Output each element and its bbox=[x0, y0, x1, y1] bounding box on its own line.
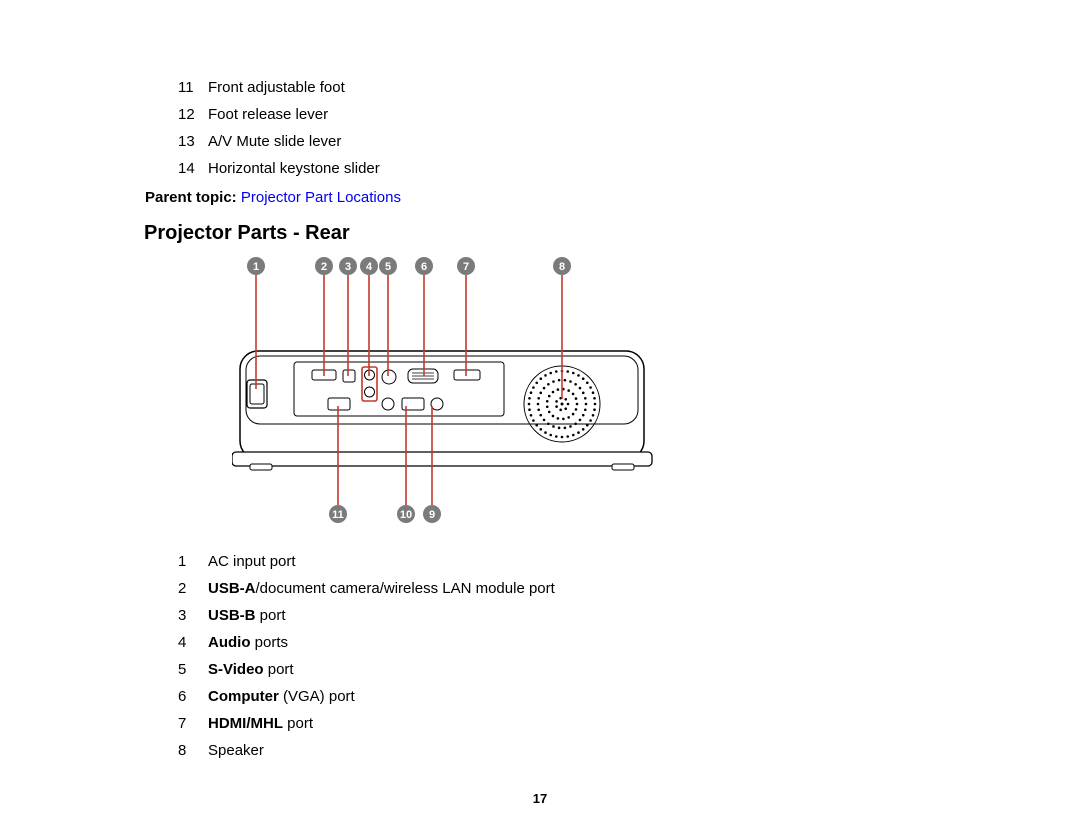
item-text: Front adjustable foot bbox=[208, 74, 345, 101]
item-number: 4 bbox=[178, 629, 208, 656]
item-number: 6 bbox=[178, 683, 208, 710]
continued-parts-list: 11 Front adjustable foot 12 Foot release… bbox=[178, 74, 380, 182]
svg-text:9: 9 bbox=[429, 509, 435, 521]
item-number: 5 bbox=[178, 656, 208, 683]
item-text: Horizontal keystone slider bbox=[208, 155, 380, 182]
list-item: 7 HDMI/MHL port bbox=[178, 710, 555, 737]
item-text: USB-B port bbox=[208, 602, 286, 629]
rear-parts-list: 1 AC input port 2 USB-A/document camera/… bbox=[178, 548, 555, 764]
list-item: 13 A/V Mute slide lever bbox=[178, 128, 380, 155]
item-text: Audio ports bbox=[208, 629, 288, 656]
item-number: 7 bbox=[178, 710, 208, 737]
parent-topic: Parent topic: Projector Part Locations bbox=[145, 189, 401, 206]
item-number: 11 bbox=[178, 74, 208, 101]
svg-text:6: 6 bbox=[421, 261, 427, 273]
list-item: 5 S-Video port bbox=[178, 656, 555, 683]
svg-text:3: 3 bbox=[345, 261, 351, 273]
item-number: 12 bbox=[178, 101, 208, 128]
svg-text:7: 7 bbox=[463, 261, 469, 273]
list-item: 3 USB-B port bbox=[178, 602, 555, 629]
item-number: 14 bbox=[178, 155, 208, 182]
item-text: HDMI/MHL port bbox=[208, 710, 313, 737]
list-item: 8 Speaker bbox=[178, 737, 555, 764]
item-number: 8 bbox=[178, 737, 208, 764]
item-text: AC input port bbox=[208, 548, 296, 575]
svg-text:8: 8 bbox=[559, 261, 565, 273]
svg-text:2: 2 bbox=[321, 261, 327, 273]
svg-text:11: 11 bbox=[332, 509, 344, 521]
list-item: 11 Front adjustable foot bbox=[178, 74, 380, 101]
item-text: USB-A/document camera/wireless LAN modul… bbox=[208, 575, 555, 602]
list-item: 4 Audio ports bbox=[178, 629, 555, 656]
list-item: 6 Computer (VGA) port bbox=[178, 683, 555, 710]
item-text: S-Video port bbox=[208, 656, 294, 683]
svg-text:4: 4 bbox=[366, 261, 373, 273]
item-number: 1 bbox=[178, 548, 208, 575]
item-text: Computer (VGA) port bbox=[208, 683, 355, 710]
list-item: 1 AC input port bbox=[178, 548, 555, 575]
svg-text:10: 10 bbox=[400, 509, 412, 521]
item-number: 2 bbox=[178, 575, 208, 602]
parent-topic-label: Parent topic: bbox=[145, 189, 241, 206]
item-text: Speaker bbox=[208, 737, 264, 764]
projector-rear-diagram: 1 2 3 45 6 7 8 11 10 9 bbox=[232, 254, 666, 534]
item-number: 13 bbox=[178, 128, 208, 155]
item-text: A/V Mute slide lever bbox=[208, 128, 341, 155]
list-item: 12 Foot release lever bbox=[178, 101, 380, 128]
section-heading: Projector Parts - Rear bbox=[144, 222, 350, 245]
svg-text:5: 5 bbox=[385, 261, 391, 273]
list-item: 2 USB-A/document camera/wireless LAN mod… bbox=[178, 575, 555, 602]
list-item: 14 Horizontal keystone slider bbox=[178, 155, 380, 182]
parent-topic-link[interactable]: Projector Part Locations bbox=[241, 189, 401, 206]
item-number: 3 bbox=[178, 602, 208, 629]
page-number: 17 bbox=[0, 791, 1080, 806]
svg-text:1: 1 bbox=[253, 261, 259, 273]
item-text: Foot release lever bbox=[208, 101, 328, 128]
